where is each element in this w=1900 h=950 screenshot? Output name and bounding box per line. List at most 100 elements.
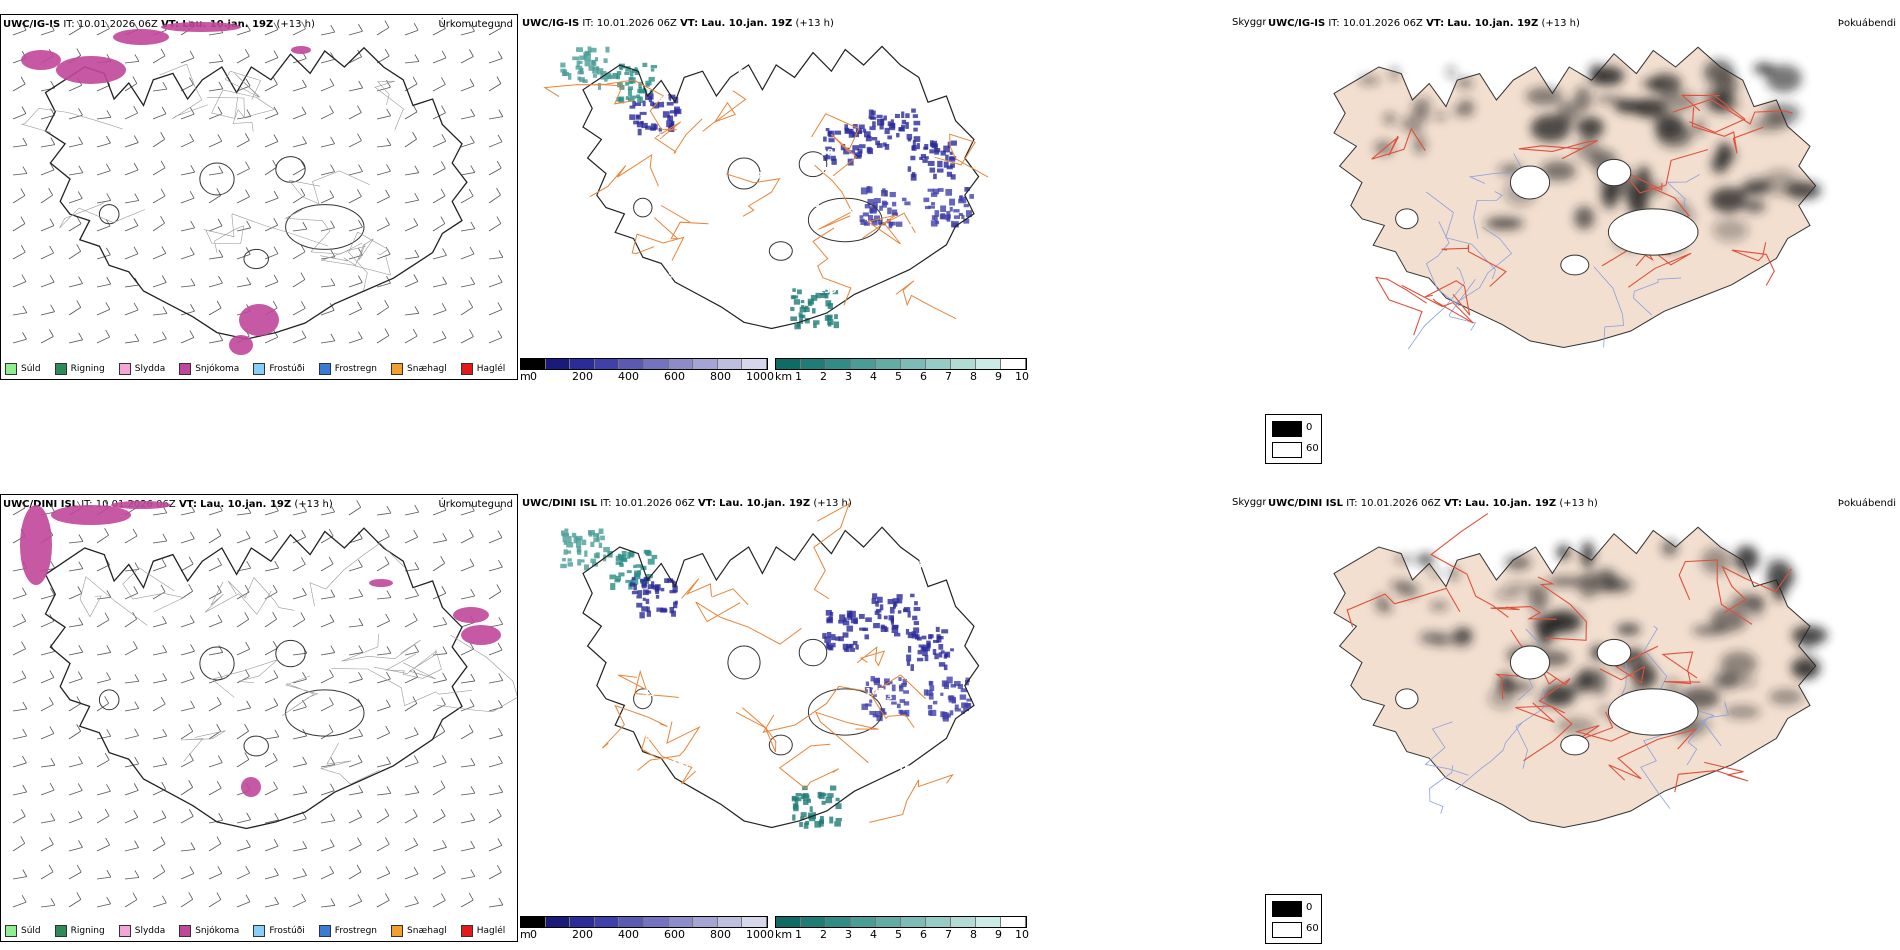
legend-swatch	[391, 925, 404, 937]
cbar-tick: 200	[572, 928, 593, 941]
cbar-tick: 7	[945, 370, 952, 380]
visibility-value-label: 41	[728, 745, 741, 755]
visibility-panel-row1: UWC/IG-IS IT: 10.01.2026 06Z VT: Lau. 10…	[520, 14, 1030, 380]
cbar-tick: 5	[895, 370, 902, 380]
legend-item-2: Slydda	[118, 363, 166, 375]
visibility-title: Skyggni	[1232, 17, 1272, 28]
cbar-tick: 0	[530, 370, 537, 380]
legend-item-5: Frostregn	[318, 363, 378, 375]
legend-item-4: Frostúði	[253, 363, 305, 375]
legend-label: Rigning	[70, 364, 105, 374]
cbar-tick: 400	[618, 928, 639, 941]
legend-label: Slydda	[134, 364, 166, 374]
visibility-colorbar: km 1 2 3 4 5 6 7 8 9 10	[775, 916, 1030, 942]
visibility-value-label: 17	[879, 104, 892, 114]
cbar-tick: 3	[845, 928, 852, 941]
visibility-value-label: 99	[849, 208, 862, 218]
visibility-value-label: 150	[708, 259, 727, 269]
panel-header: UWC/DINI ISL IT: 10.01.2026 06Z VT: Lau.…	[1268, 498, 1598, 509]
legend-item-7: Haglél	[460, 363, 505, 375]
legend-item-2: Slydda	[118, 925, 165, 937]
visibility-value-label: 159	[818, 286, 837, 296]
legend-item-1: Rigning	[54, 363, 105, 375]
fog-legend-dark: 0	[1306, 422, 1313, 433]
visibility-value-label: 39	[643, 689, 656, 699]
cbar-tick: 6	[920, 928, 927, 941]
visibility-value-label: 84	[822, 166, 835, 176]
visibility-value-label: 170	[725, 764, 744, 774]
cbar-tick: 4	[870, 370, 877, 380]
visibility-value-label: 95	[668, 271, 681, 281]
visibility-value-label: 78	[701, 188, 714, 198]
cbar-tick: 1000	[746, 928, 774, 941]
visibility-value-label: 85	[919, 222, 932, 232]
legend-label: Snæhagl	[407, 364, 447, 374]
visibility-value-label: 109	[789, 276, 808, 286]
cbar-tick: 1	[795, 370, 802, 380]
visibility-value-label: 139	[785, 712, 804, 722]
visibility-value-label: 187	[672, 760, 691, 770]
visibility-value-label: 82	[902, 220, 915, 230]
legend-item-0: Súld	[5, 363, 41, 375]
cbar-tick: 6	[920, 370, 927, 380]
legend-swatch	[460, 925, 473, 937]
cloud-base-colorbar: m 0 200 400 600 800 1000	[520, 916, 774, 942]
cbar-tick: 600	[664, 370, 685, 380]
cbar-tick: 1	[795, 928, 802, 941]
legend-label: Súld	[21, 364, 41, 374]
cbar-tick: 9	[995, 928, 1002, 941]
visibility-value-label: 66	[916, 561, 929, 571]
precip-legend: Súld Rigning Slydda Snjókoma Frostúði Frostre…	[5, 925, 513, 937]
legend-item-0: Súld	[5, 925, 41, 937]
cbar-tick: 3	[845, 370, 852, 380]
visibility-value-label: 144	[734, 271, 753, 281]
visibility-value-label: 26	[757, 172, 770, 182]
visibility-value-label: 96	[807, 200, 820, 210]
legend-swatch	[179, 925, 192, 937]
cbar-unit: m	[520, 370, 531, 380]
cbar-tick: 1000	[746, 370, 774, 380]
legend-label: Haglél	[476, 926, 506, 936]
cbar-tick: 8	[970, 928, 977, 941]
visibility-map: 103 96 63 160 170 55 159 139 41 39 60 66 107 151 187 12…	[560, 502, 980, 829]
legend-item-4: Frostúði	[253, 925, 305, 937]
legend-label: Frostregn	[334, 364, 378, 374]
visibility-value-label: 98	[821, 148, 834, 158]
legend-label: Frostúði	[269, 926, 305, 936]
legend-label: Snjókoma	[195, 926, 240, 936]
visibility-value-label: 142	[673, 160, 692, 170]
cbar-tick: 5	[895, 928, 902, 941]
visibility-value-label: 129	[799, 767, 818, 777]
visibility-value-label: 59	[842, 541, 855, 551]
legend-swatch	[318, 925, 331, 937]
legend-label: Snjókoma	[195, 364, 240, 374]
panel-header: UWC/IG-IS IT: 10.01.2026 06Z VT: Lau. 10…	[522, 18, 834, 29]
legend-item-3: Snjókoma	[179, 925, 239, 937]
legend-swatch	[253, 363, 266, 375]
fog-legend-box: 0 60	[1265, 894, 1322, 944]
panel-title: Úrkomutegund	[438, 19, 513, 30]
cbar-tick: 0	[530, 928, 537, 941]
legend-item-6: Snæhagl	[391, 925, 447, 937]
visibility-value-label: 60	[700, 685, 713, 695]
cbar-unit: m	[520, 928, 531, 941]
fog-legend-light: 60	[1306, 443, 1319, 454]
cbar-unit: km	[775, 370, 793, 380]
visibility-value-label: 160	[832, 602, 851, 612]
legend-label: Frostregn	[334, 926, 378, 936]
cbar-tick: 2	[820, 370, 827, 380]
legend-swatch	[318, 363, 331, 375]
visibility-panel-row2: UWC/DINI ISL IT: 10.01.2026 06Z VT: Lau.…	[520, 494, 1030, 942]
legend-swatch	[54, 363, 67, 375]
cbar-tick: 2	[820, 928, 827, 941]
cbar-tick: 8	[970, 370, 977, 380]
visibility-title: Skyggni	[1232, 497, 1272, 508]
legend-item-1: Rigning	[54, 925, 105, 937]
visibility-value-label: 40	[793, 127, 806, 137]
legend-item-5: Frostregn	[318, 925, 378, 937]
visibility-value-label: 64	[657, 95, 670, 105]
legend-swatch	[118, 925, 131, 937]
fog-panel-row2: UWC/DINI ISL IT: 10.01.2026 06Z VT: Lau.…	[1266, 494, 1900, 894]
legend-item-7: Haglél	[460, 925, 506, 937]
cbar-tick: 600	[664, 928, 685, 941]
